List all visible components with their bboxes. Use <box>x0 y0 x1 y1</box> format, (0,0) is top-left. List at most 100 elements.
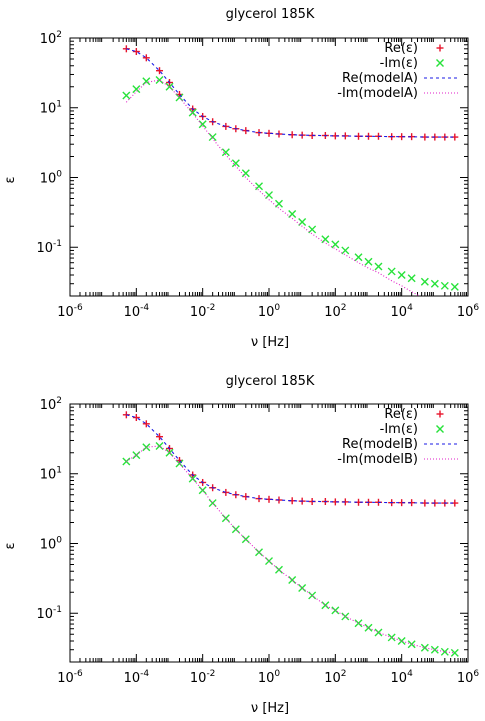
model-line <box>126 445 455 654</box>
cross-marker <box>175 93 184 102</box>
cross-marker <box>142 77 151 86</box>
cross-marker <box>231 159 240 168</box>
y-axis-label: ε <box>3 176 18 183</box>
cross-marker <box>208 499 217 508</box>
plus-marker <box>156 67 164 75</box>
cross-marker <box>440 647 449 656</box>
cross-marker <box>221 514 230 523</box>
x-axis-label: ν [Hz] <box>251 701 289 716</box>
legend-label: -Im(modelB) <box>337 452 418 467</box>
cross-marker <box>387 267 396 276</box>
model-line <box>126 48 455 138</box>
y-tick-label: 10-1 <box>36 239 62 256</box>
cross-marker <box>420 643 429 652</box>
cross-marker <box>188 108 197 117</box>
cross-marker <box>288 209 297 218</box>
legend-cross-marker <box>436 59 444 67</box>
x-tick-label: 10-2 <box>190 669 216 686</box>
cross-marker <box>430 279 439 288</box>
cross-marker <box>155 75 164 84</box>
cross-marker <box>274 199 283 208</box>
cross-marker <box>450 648 459 657</box>
cross-marker <box>397 271 406 279</box>
y-tick-label: 101 <box>40 100 62 117</box>
x-tick-label: 106 <box>457 303 480 320</box>
cross-marker <box>341 246 350 255</box>
y-tick-label: 102 <box>40 396 62 413</box>
cross-marker <box>331 240 340 249</box>
cross-marker <box>354 253 363 262</box>
plus-marker <box>222 122 230 130</box>
cross-marker <box>321 235 330 244</box>
cross-marker <box>198 120 207 129</box>
legend-plus-marker <box>436 410 444 418</box>
cross-marker <box>122 91 131 100</box>
x-tick-label: 102 <box>324 669 346 686</box>
cross-marker <box>165 82 174 91</box>
plus-marker <box>142 420 150 428</box>
legend-label: Re(modelA) <box>342 71 418 86</box>
cross-marker <box>208 133 217 142</box>
cross-marker <box>440 281 449 290</box>
plot-area <box>122 45 459 296</box>
plus-marker <box>132 48 140 56</box>
cross-marker <box>450 282 459 291</box>
legend-label: Re(ε) <box>384 41 418 56</box>
x-tick-label: 10-2 <box>190 303 216 320</box>
cross-marker <box>288 575 297 584</box>
cross-marker <box>397 637 406 645</box>
plus-marker <box>156 433 164 441</box>
x-tick-label: 104 <box>391 669 414 686</box>
cross-marker <box>241 169 250 178</box>
y-tick-label: 10-1 <box>36 605 62 622</box>
cross-marker <box>265 557 273 566</box>
legend-label: Re(ε) <box>384 407 418 422</box>
chart-panel-model-a: glycerol 185K ν [Hz] ε 10-6 10-4 10-2 100 10… <box>3 7 479 350</box>
chart-title: glycerol 185K <box>226 7 315 22</box>
cross-marker <box>331 606 340 615</box>
cross-marker <box>155 441 164 450</box>
model-line <box>126 414 455 504</box>
legend-label: -Im(ε) <box>380 422 418 437</box>
x-axis-label: ν [Hz] <box>251 335 289 350</box>
legend-cross-marker <box>436 425 444 433</box>
x-tick-label: 10-4 <box>124 669 150 686</box>
y-tick-label: 101 <box>40 466 62 483</box>
plus-marker <box>132 414 140 422</box>
plus-marker <box>222 488 230 496</box>
cross-marker <box>407 274 416 283</box>
x-tick-label: 10-6 <box>57 669 83 686</box>
x-tick-label: 102 <box>324 303 346 320</box>
model-line <box>125 79 420 296</box>
x-tick-label: 106 <box>457 669 480 686</box>
x-tick-label: 10-6 <box>57 303 83 320</box>
y-axis-label: ε <box>3 542 18 549</box>
cross-marker <box>175 459 184 468</box>
plus-marker <box>142 54 150 62</box>
y-tick-label: 102 <box>40 30 62 47</box>
cross-marker <box>165 448 174 457</box>
legend-label: Re(modelB) <box>342 437 418 452</box>
cross-marker <box>308 225 317 234</box>
cross-marker <box>374 628 383 637</box>
cross-marker <box>420 277 429 286</box>
legend-label: -Im(ε) <box>380 56 418 71</box>
y-tick-label: 100 <box>40 535 63 552</box>
legend-label: -Im(modelA) <box>337 86 418 101</box>
y-tick-label: 100 <box>40 169 63 186</box>
legend-plus-marker <box>436 44 444 52</box>
cross-marker <box>364 623 373 632</box>
cross-marker <box>321 601 330 610</box>
x-tick-label: 10-4 <box>124 303 150 320</box>
x-tick-label: 100 <box>258 303 281 320</box>
chart-panel-model-b: glycerol 185K ν [Hz] ε 10-6 10-4 10-2 100 10… <box>3 374 479 716</box>
chart-title: glycerol 185K <box>226 374 315 389</box>
cross-marker <box>255 182 264 191</box>
cross-marker <box>132 85 141 94</box>
cross-marker <box>364 257 373 266</box>
x-tick-label: 100 <box>258 669 281 686</box>
x-tick-label: 104 <box>391 303 414 320</box>
cross-marker <box>221 148 230 157</box>
cross-marker <box>374 262 383 271</box>
